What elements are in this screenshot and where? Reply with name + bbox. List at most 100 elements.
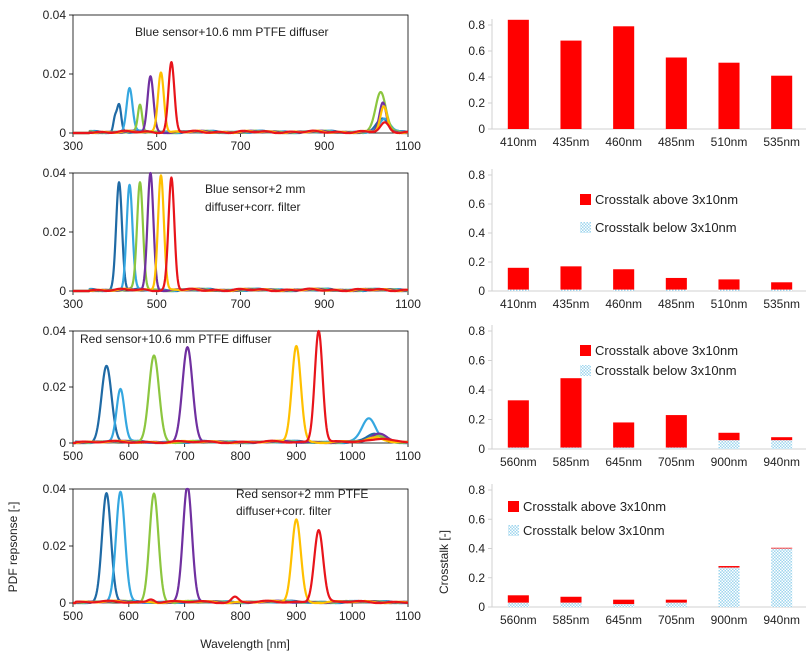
panel-annotation: Red sensor+10.6 mm PTFE diffuser: [80, 332, 272, 346]
y-tick-label: 0: [478, 600, 485, 614]
category-label: 460nm: [605, 297, 642, 311]
crosstalk-below-bar: [665, 602, 687, 607]
panel-annotation: diffuser+corr. filter: [236, 504, 331, 518]
x-tick-label: 800: [230, 609, 250, 623]
y-tick-label: 0.2: [468, 255, 485, 269]
legend-swatch-below: [580, 222, 591, 233]
crosstalk-above-bar: [718, 279, 740, 290]
crosstalk-below-bar: [665, 447, 687, 449]
crosstalk-below-bar: [771, 440, 793, 449]
line-panel-3: 0 0.02 0.04 500 600 700 800 900 1000 1100 Red sens…: [43, 324, 422, 463]
y-tick-label: 0.04: [43, 8, 67, 22]
y-tick-label: 0.8: [468, 18, 485, 32]
x-tick-label: 600: [119, 609, 139, 623]
y-tick-label: 0.2: [468, 96, 485, 110]
spectrum-line-2: [72, 87, 409, 135]
x-tick-label: 700: [230, 297, 250, 311]
crosstalk-above-bar: [665, 277, 687, 290]
category-label: 435nm: [553, 135, 590, 149]
crosstalk-bar: [665, 57, 687, 129]
left-x-axis-label: Wavelength [nm]: [200, 637, 290, 651]
spectrum-line-6: [72, 529, 409, 605]
y-tick-label: 0.04: [43, 166, 67, 180]
crosstalk-below-bar: [613, 289, 635, 291]
x-tick-label: 700: [175, 609, 195, 623]
y-tick-label: 0: [478, 442, 485, 456]
panel-annotation: Blue sensor+10.6 mm PTFE diffuser: [135, 25, 329, 39]
y-tick-label: 0: [478, 122, 485, 136]
crosstalk-below-bar: [507, 602, 529, 607]
crosstalk-above-bar: [718, 566, 740, 568]
y-tick-label: 0.02: [43, 539, 67, 553]
y-tick-label: 0: [59, 436, 66, 450]
x-tick-label: 700: [230, 139, 250, 153]
crosstalk-bar: [718, 62, 740, 130]
category-label: 435nm: [553, 297, 590, 311]
bar-panel-4: 0 0.2 0.4 0.6 0.8 560nm 585nm 645nm 705nm 900nm 94…: [468, 483, 806, 627]
left-y-axis-label: PDF repsonse [-]: [6, 502, 20, 593]
category-label: 485nm: [658, 297, 695, 311]
y-tick-label: 0: [59, 284, 66, 298]
crosstalk-bar: [613, 26, 635, 129]
y-tick-label: 0.02: [43, 225, 67, 239]
legend-label: Crosstalk above 3x10nm: [595, 343, 738, 358]
line-panel-4: 0 0.02 0.04 500 600 700 800 900 1000 1100 Red sens…: [43, 482, 422, 623]
x-tick-label: 1100: [395, 609, 421, 623]
category-label: 410nm: [500, 297, 537, 311]
crosstalk-above-bar: [560, 596, 582, 603]
y-tick-label: 0.2: [468, 571, 485, 585]
category-label: 940nm: [763, 455, 800, 469]
bar-panel-3: 0 0.2 0.4 0.6 0.8 560nm 585nm 645nm 705nm 900nm 94…: [468, 324, 806, 469]
panel-annotation: Red sensor+2 mm PTFE: [236, 487, 368, 501]
crosstalk-above-bar: [507, 267, 529, 290]
line-panel-1: 0 0.02 0.04 300 500 700 900 1100 Blue sensor+10.…: [43, 8, 422, 153]
x-tick-label: 900: [314, 139, 334, 153]
x-tick-label: 500: [147, 139, 167, 153]
y-tick-label: 0.04: [43, 324, 67, 338]
crosstalk-above-bar: [613, 599, 635, 605]
y-tick-label: 0.6: [468, 512, 485, 526]
crosstalk-below-bar: [613, 604, 635, 607]
line-panel-2: 0 0.02 0.04 300 500 700 900 1100 Blue sensor+2 m…: [43, 166, 422, 311]
x-tick-label: 1100: [395, 297, 421, 311]
category-label: 585nm: [553, 455, 590, 469]
y-tick-label: 0.8: [468, 483, 485, 497]
bar-panel-1: 0 0.2 0.4 0.6 0.8 410nm 435nm 460nm 485nm 510nm 53…: [468, 18, 806, 149]
plot-area-frame: [72, 330, 409, 444]
x-tick-label: 1100: [395, 139, 421, 153]
x-tick-label: 900: [286, 609, 306, 623]
x-tick-label: 300: [63, 297, 83, 311]
x-tick-label: 300: [63, 139, 83, 153]
legend-label: Crosstalk below 3x10nm: [595, 363, 737, 378]
x-tick-label: 700: [175, 449, 195, 463]
crosstalk-below-bar: [718, 440, 740, 449]
x-tick-label: 1000: [339, 449, 366, 463]
legend-swatch-above: [508, 501, 519, 512]
x-tick-label: 900: [286, 449, 306, 463]
category-label: 645nm: [605, 455, 642, 469]
bar-panel-2: 0 0.2 0.4 0.6 0.8 410nm 435nm 460nm 485nm 510nm 53…: [468, 168, 806, 311]
x-tick-label: 500: [63, 449, 83, 463]
y-tick-label: 0.8: [468, 324, 485, 338]
y-tick-label: 0: [59, 126, 66, 140]
crosstalk-below-bar: [718, 289, 740, 291]
spectrum-line-6: [72, 176, 409, 293]
x-tick-label: 600: [119, 449, 139, 463]
category-label: 485nm: [658, 135, 695, 149]
x-tick-label: 1000: [339, 609, 366, 623]
legend-swatch-below: [580, 365, 591, 376]
panel-annotation: Blue sensor+2 mm: [205, 182, 305, 196]
crosstalk-below-bar: [771, 289, 793, 291]
category-label: 560nm: [500, 455, 537, 469]
crosstalk-below-bar: [507, 447, 529, 449]
crosstalk-above-bar: [771, 437, 793, 441]
legend-label: Crosstalk above 3x10nm: [523, 499, 666, 514]
crosstalk-bar: [560, 40, 582, 129]
crosstalk-above-bar: [560, 266, 582, 290]
crosstalk-below-bar: [560, 447, 582, 449]
spectrum-line-2: [72, 387, 409, 445]
panel-annotation: diffuser+corr. filter: [205, 200, 300, 214]
x-tick-label: 500: [63, 609, 83, 623]
y-tick-label: 0: [478, 284, 485, 298]
